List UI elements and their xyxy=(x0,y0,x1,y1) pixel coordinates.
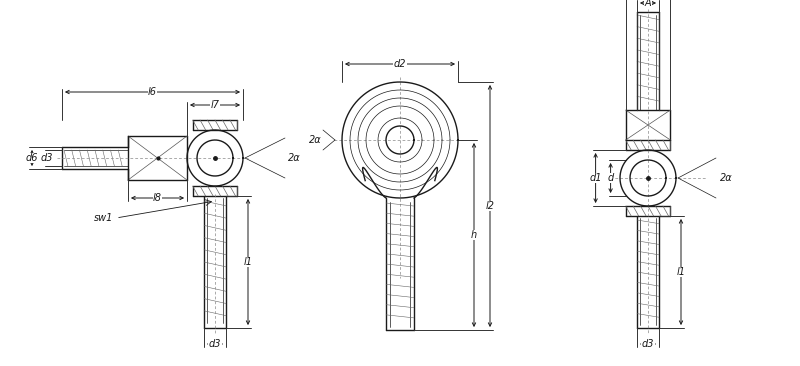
Text: d3: d3 xyxy=(209,339,222,349)
Text: sw1: sw1 xyxy=(94,213,113,223)
Text: 2α: 2α xyxy=(720,173,733,183)
Text: l7: l7 xyxy=(210,100,219,110)
Text: d: d xyxy=(607,173,614,183)
Text: l6: l6 xyxy=(148,87,157,97)
Text: d1: d1 xyxy=(590,173,602,183)
Text: d3: d3 xyxy=(41,153,54,163)
Text: l2: l2 xyxy=(486,201,494,211)
Text: l1: l1 xyxy=(243,257,253,267)
Text: 2α: 2α xyxy=(309,135,322,145)
Text: d6: d6 xyxy=(26,153,38,163)
Text: 2α: 2α xyxy=(288,153,301,163)
Text: h: h xyxy=(471,230,477,240)
Text: d3: d3 xyxy=(642,339,654,349)
Text: l1: l1 xyxy=(677,267,686,277)
Text: A: A xyxy=(645,0,651,8)
Text: d2: d2 xyxy=(394,59,406,69)
Text: l8: l8 xyxy=(153,193,162,203)
